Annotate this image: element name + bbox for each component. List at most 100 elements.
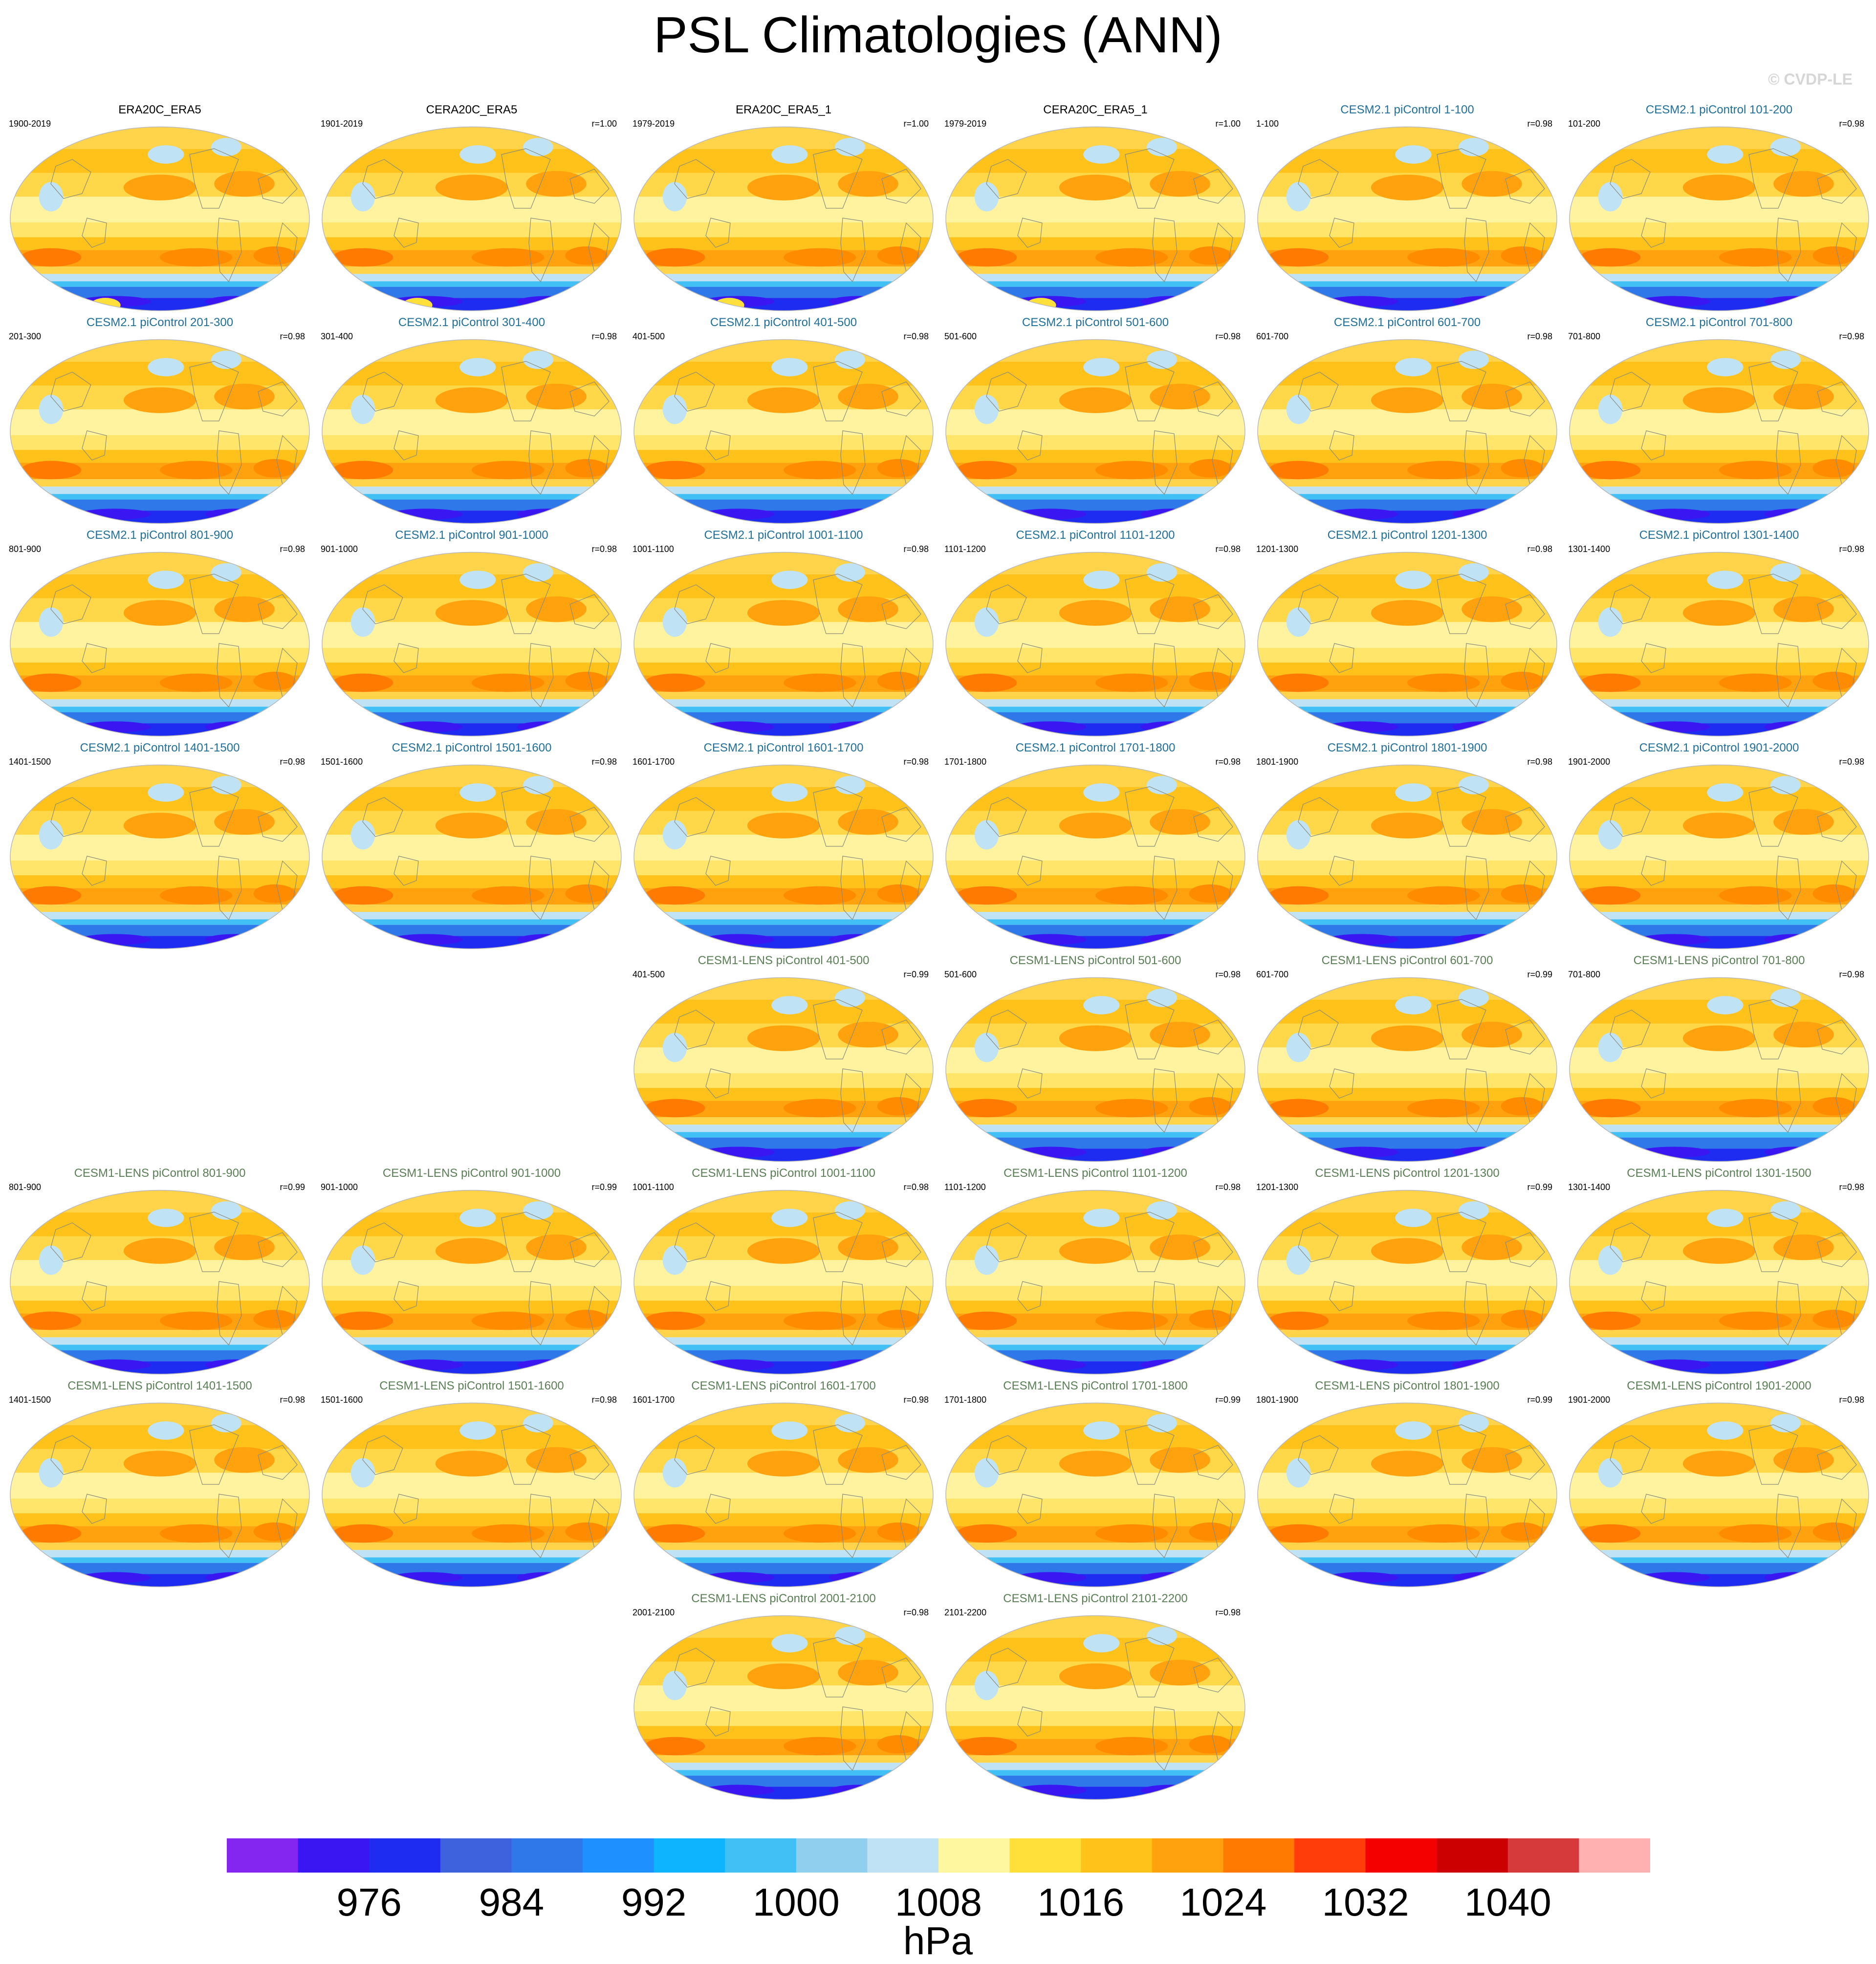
panel-years: 1201-1300 <box>1256 544 1299 554</box>
psl-map <box>945 977 1245 1162</box>
colorbar-box <box>440 1838 512 1873</box>
panel-years: 901-1000 <box>321 544 358 554</box>
map-panel: CESM1-LENS piControl 901-1000 901-1000 r=0… <box>318 1166 626 1376</box>
colorbar-box <box>227 1838 299 1873</box>
map-panel: CESM1-LENS piControl 1501-1600 1501-1600 r… <box>318 1379 626 1589</box>
panel-years: 2001-2100 <box>633 1608 675 1617</box>
map-panel: CERA20C_ERA5_1 1979-2019 r=1.00 <box>941 103 1249 313</box>
panel-correlation: r=0.99 <box>903 970 929 979</box>
panel-correlation: r=1.00 <box>1215 119 1241 129</box>
map-panel: CESM1-LENS piControl 1301-1500 1301-1400 r… <box>1565 1166 1873 1376</box>
panel-correlation: r=0.98 <box>280 331 305 341</box>
panel-correlation: r=0.98 <box>1215 331 1241 341</box>
colorbar-box <box>867 1838 939 1873</box>
map-panel: ERA20C_ERA5_1 1979-2019 r=1.00 <box>630 103 938 313</box>
panel-correlation: r=0.98 <box>591 331 617 341</box>
psl-map <box>1569 977 1869 1162</box>
panel-title: CESM2.1 piControl 801-900 <box>86 529 234 542</box>
colorbar-box <box>1009 1838 1081 1873</box>
panel-title: CESM2.1 piControl 1401-1500 <box>80 741 240 754</box>
colorbar-tick-label: 1008 <box>895 1880 982 1924</box>
panel-years: 1201-1300 <box>1256 1182 1299 1192</box>
panel-correlation: r=0.98 <box>903 1608 929 1617</box>
colorbar-box <box>1507 1838 1579 1873</box>
colorbar-tick-label: 1000 <box>752 1880 840 1924</box>
map-panel: CESM2.1 piControl 1701-1800 1701-1800 r=0.… <box>941 741 1249 951</box>
colorbar-tick-label: 976 <box>336 1880 402 1924</box>
colorbar-box <box>654 1838 725 1873</box>
panel-title: CESM2.1 piControl 101-200 <box>1645 103 1793 116</box>
colorbar-box <box>1152 1838 1223 1873</box>
map-panel: CESM2.1 piControl 901-1000 901-1000 r=0.98 <box>318 528 626 738</box>
panel-years: 1900-2019 <box>9 119 51 129</box>
panel-years: 601-700 <box>1256 331 1289 341</box>
colorbar-box <box>1294 1838 1366 1873</box>
psl-map <box>1569 126 1869 311</box>
panel-title: CESM2.1 piControl 1-100 <box>1340 103 1474 116</box>
panel-title: CESM2.1 piControl 1801-1900 <box>1327 741 1487 754</box>
panel-correlation: r=0.98 <box>1215 970 1241 979</box>
map-panel: ERA20C_ERA5 1900-2019 <box>6 103 314 313</box>
psl-map <box>1569 764 1869 949</box>
panel-correlation: r=0.98 <box>1839 1395 1864 1405</box>
psl-map <box>10 339 310 524</box>
panel-title: CESM2.1 piControl 1901-2000 <box>1639 741 1799 754</box>
colorbar-box <box>1081 1838 1153 1873</box>
colorbar <box>227 1838 1650 1873</box>
panel-title: CESM1-LENS piControl 1201-1300 <box>1315 1167 1500 1180</box>
psl-map <box>1257 764 1557 949</box>
panel-title: CERA20C_ERA5_1 <box>1043 103 1148 116</box>
map-panel: CESM1-LENS piControl 601-700 601-700 r=0.9… <box>1253 953 1561 1164</box>
panel-correlation: r=1.00 <box>591 119 617 129</box>
colorbar-tick-label: 1032 <box>1322 1880 1409 1924</box>
map-panel: CESM2.1 piControl 1801-1900 1801-1900 r=0.… <box>1253 741 1561 951</box>
panel-title: CESM2.1 piControl 501-600 <box>1022 316 1169 329</box>
psl-map <box>1257 1402 1557 1588</box>
map-panel: CERA20C_ERA5 1901-2019 r=1.00 <box>318 103 626 313</box>
panel-title: CESM1-LENS piControl 1901-2000 <box>1627 1379 1811 1392</box>
panel-years: 801-900 <box>9 544 42 554</box>
panel-title: CESM1-LENS piControl 2101-2200 <box>1003 1592 1188 1605</box>
map-panel: CESM1-LENS piControl 1601-1700 1601-1700 r… <box>630 1379 938 1589</box>
panel-correlation: r=0.98 <box>903 757 929 767</box>
panel-years: 1979-2019 <box>944 119 987 129</box>
panel-years: 101-200 <box>1568 119 1601 129</box>
panel-title: CESM1-LENS piControl 1701-1800 <box>1003 1379 1188 1392</box>
psl-map <box>945 126 1245 311</box>
panel-title: CESM1-LENS piControl 901-1000 <box>382 1167 561 1180</box>
panel-years: 1301-1400 <box>1568 544 1611 554</box>
psl-map <box>945 764 1245 949</box>
panel-title: CESM1-LENS piControl 601-700 <box>1321 954 1493 967</box>
psl-map <box>1569 552 1869 737</box>
watermark: © CVDP-LE <box>1768 70 1853 88</box>
psl-map <box>10 126 310 311</box>
map-panel: CESM2.1 piControl 1401-1500 1401-1500 r=0.… <box>6 741 314 951</box>
panel-title: CESM2.1 piControl 1301-1400 <box>1639 529 1799 542</box>
panel-years: 901-1000 <box>321 1182 358 1192</box>
panel-title: ERA20C_ERA5 <box>118 103 201 116</box>
map-panel: CESM2.1 piControl 801-900 801-900 r=0.98 <box>6 528 314 738</box>
panel-title: CESM2.1 piControl 201-300 <box>86 316 234 329</box>
panel-title: CESM2.1 piControl 601-700 <box>1333 316 1481 329</box>
panel-years: 1101-1200 <box>944 1182 986 1192</box>
panel-years: 1801-1900 <box>1256 1395 1299 1405</box>
psl-map <box>322 764 622 949</box>
panel-title: CESM1-LENS piControl 801-900 <box>74 1167 246 1180</box>
psl-map <box>322 126 622 311</box>
panel-title: CESM1-LENS piControl 2001-2100 <box>691 1592 876 1605</box>
psl-map <box>10 552 310 737</box>
map-panel: CESM2.1 piControl 1501-1600 1501-1600 r=0.… <box>318 741 626 951</box>
panel-title: CESM1-LENS piControl 401-500 <box>698 954 870 967</box>
panel-years: 1979-2019 <box>633 119 675 129</box>
panel-years: 1301-1400 <box>1568 1182 1611 1192</box>
panel-correlation: r=0.98 <box>1839 119 1864 129</box>
panel-years: 1401-1500 <box>9 757 51 767</box>
panel-years: 1001-1100 <box>633 1182 674 1192</box>
colorbar-box <box>1579 1838 1650 1873</box>
panel-correlation: r=0.98 <box>591 1395 617 1405</box>
panel-title: CESM2.1 piControl 1701-1800 <box>1015 741 1176 754</box>
map-panel: CESM1-LENS piControl 1201-1300 1201-1300 r… <box>1253 1166 1561 1376</box>
map-panel: CESM1-LENS piControl 2001-2100 2001-2100 r… <box>630 1591 938 1802</box>
panel-title: CESM1-LENS piControl 1401-1500 <box>67 1379 252 1392</box>
colorbar-box <box>938 1838 1010 1873</box>
